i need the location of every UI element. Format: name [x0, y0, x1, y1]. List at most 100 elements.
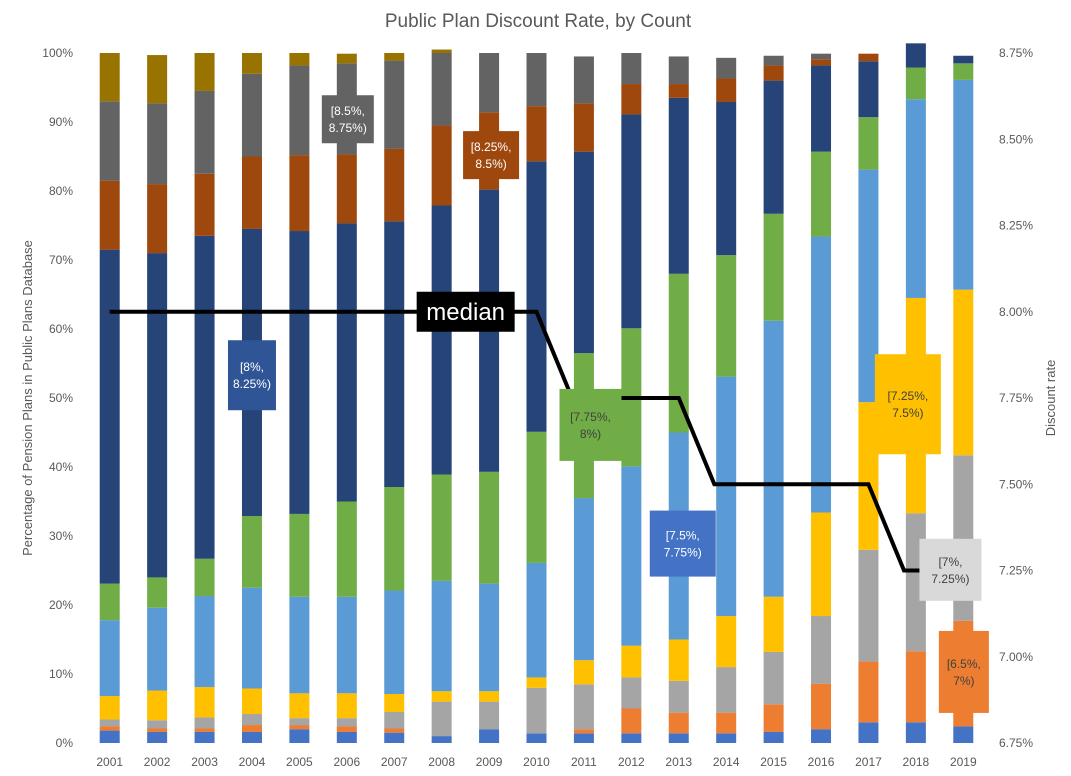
bar-segment — [99, 101, 120, 181]
bar-segment — [573, 56, 594, 104]
y-tick-label: 100% — [42, 46, 73, 60]
bar-segment — [384, 487, 405, 591]
bar-segment — [763, 65, 784, 81]
bar-segment — [763, 731, 784, 743]
bar-segment — [668, 639, 689, 681]
bar-segment — [479, 691, 500, 702]
y2-tick-label: 8.00% — [999, 305, 1033, 319]
bar-segment — [99, 719, 120, 727]
y-tick-label: 20% — [49, 598, 73, 612]
bar-segment — [289, 693, 310, 719]
x-tick-label: 2005 — [286, 755, 313, 769]
annotation-label: [7%, — [938, 555, 962, 569]
x-tick-label: 2016 — [808, 755, 835, 769]
bar-segment — [336, 726, 357, 732]
x-tick-label: 2004 — [239, 755, 266, 769]
bar-segment — [716, 733, 737, 743]
x-tick-label: 2014 — [713, 755, 740, 769]
bar-segment — [99, 620, 120, 697]
bar-segment — [811, 683, 832, 730]
bar-segment — [953, 289, 974, 456]
bar-segment — [811, 616, 832, 684]
bar-segment — [289, 513, 310, 597]
y2-tick-label: 8.25% — [999, 219, 1033, 233]
bar-segment — [858, 549, 879, 662]
bar-segment — [147, 253, 168, 578]
bar-segment — [99, 180, 120, 250]
y2-tick-label: 7.75% — [999, 391, 1033, 405]
bar-segment — [905, 67, 926, 100]
bar-segment — [716, 57, 737, 79]
range-annotations: [8.5%, 8.75%) [8.25%, 8.5%) [8%, 8.25%) [7.75%… — [227, 95, 989, 713]
bar-segment — [99, 730, 120, 743]
bar-segment — [763, 213, 784, 321]
bar-segment — [384, 732, 405, 743]
bar-segment — [431, 125, 452, 206]
x-tick-label: 2017 — [855, 755, 882, 769]
bar-segment — [194, 90, 215, 174]
bar-segment — [811, 151, 832, 237]
bar-segment — [526, 687, 547, 734]
bar-segment — [241, 731, 262, 743]
bar-segment — [289, 53, 310, 66]
bar-segment — [147, 607, 168, 691]
bar-segment — [384, 728, 405, 733]
annotation-label: [7.25%, — [888, 389, 929, 403]
bar-segment — [573, 498, 594, 661]
y-tick-label: 50% — [49, 391, 73, 405]
y2-tick-label: 7.25% — [999, 564, 1033, 578]
bar-segment — [147, 720, 168, 729]
x-tick-label: 2001 — [96, 755, 123, 769]
bar-segment — [147, 103, 168, 185]
annotation-label: [8.5%, — [331, 104, 365, 118]
bar-segment — [479, 729, 500, 743]
annotation-label: 8.5%) — [475, 157, 506, 171]
bar-segment — [241, 688, 262, 715]
bar-segment — [194, 173, 215, 236]
bar-segment — [716, 101, 737, 256]
annotation-box — [559, 388, 622, 461]
stacked-bars — [99, 43, 974, 743]
bar-segment — [241, 725, 262, 732]
bar-segment — [573, 103, 594, 152]
bar-segment — [241, 53, 262, 74]
bar-segment — [526, 106, 547, 162]
bar-segment — [336, 731, 357, 743]
bar-segment — [289, 596, 310, 694]
bar-segment — [241, 587, 262, 689]
bar-segment — [194, 235, 215, 559]
bar-segment — [479, 53, 500, 113]
bar-segment — [811, 729, 832, 743]
bar-segment — [241, 73, 262, 157]
bar-segment — [526, 562, 547, 678]
annotation-box — [463, 131, 520, 180]
y-tick-label: 30% — [49, 529, 73, 543]
bar-segment — [99, 726, 120, 731]
bar-segment — [716, 667, 737, 713]
y-tick-label: 60% — [49, 322, 73, 336]
bar-segment — [336, 718, 357, 727]
y-tick-label: 10% — [49, 667, 73, 681]
bar-segment — [858, 117, 879, 170]
bar-segment — [621, 114, 642, 329]
annotation-label: 7%) — [953, 674, 974, 688]
bar-segment — [953, 726, 974, 743]
bar-segment — [194, 558, 215, 597]
bar-segment — [431, 474, 452, 581]
bar-segment — [526, 53, 547, 107]
bar-segment — [147, 731, 168, 743]
bar-segment — [621, 708, 642, 734]
bar-segment — [953, 79, 974, 290]
y-tick-label: 80% — [49, 184, 73, 198]
x-tick-label: 2010 — [523, 755, 550, 769]
annotation-box — [649, 510, 716, 577]
bar-segment — [431, 53, 452, 126]
y-tick-label: 40% — [49, 460, 73, 474]
bar-segment — [858, 722, 879, 743]
y-axis-title: Percentage of Pension Plans in Public Pl… — [20, 240, 35, 556]
median-label-box — [416, 291, 515, 332]
annotation-label: [7.75%, — [570, 410, 611, 424]
bar-segment — [905, 722, 926, 743]
bar-segment — [668, 712, 689, 734]
